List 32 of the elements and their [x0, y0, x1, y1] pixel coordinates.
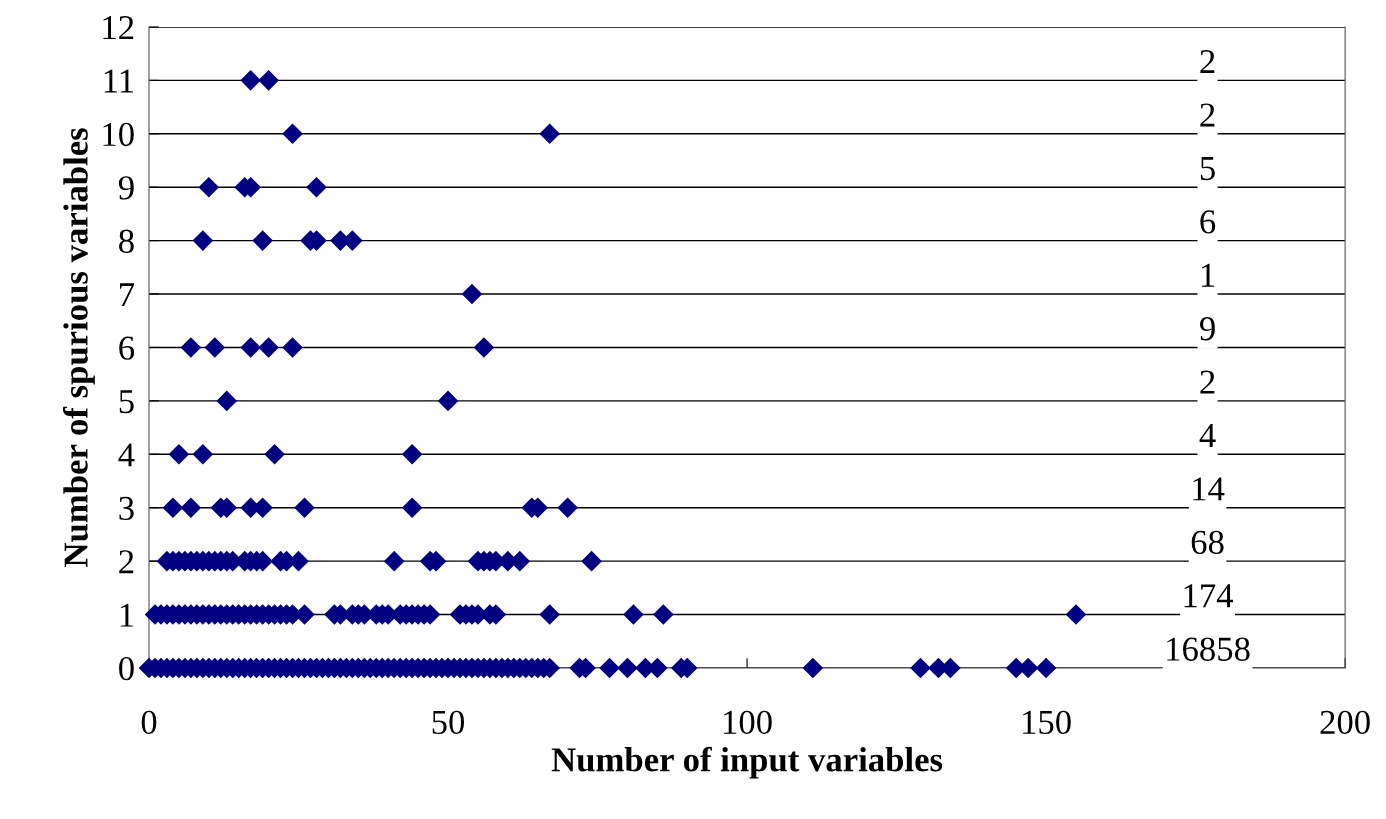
y-tick-label: 1 — [120, 603, 134, 627]
y-tick-label: 8 — [119, 229, 134, 254]
y-tick-label: 3 — [119, 496, 134, 521]
y-tick-label: 4 — [118, 443, 135, 467]
y-tick-label: 11 — [104, 69, 134, 93]
annotation: 68 — [1191, 530, 1224, 555]
y-tick-label: 12 — [103, 16, 134, 39]
y-tick-label: 0 — [119, 656, 134, 681]
annotation: 6 — [1200, 210, 1216, 234]
annotation: 2 — [1200, 103, 1215, 127]
x-tick-label: 200 — [1320, 710, 1370, 735]
annotation: 1 — [1201, 263, 1215, 287]
y-tick-label: 9 — [118, 176, 134, 200]
y-tick-label: 6 — [119, 336, 135, 360]
y-tick-label: 5 — [119, 390, 134, 414]
annotation: 5 — [1200, 157, 1215, 181]
annotation: 14 — [1193, 477, 1225, 501]
annotation: 174 — [1184, 584, 1234, 608]
annotation: 2 — [1200, 370, 1215, 394]
x-tick-label: 100 — [724, 710, 772, 735]
y-axis-title: Number of spurious variables — [62, 128, 95, 567]
annotation: 4 — [1199, 424, 1216, 447]
x-tick-label: 50 — [432, 710, 465, 735]
annotation: 9 — [1200, 317, 1215, 341]
x-tick-label: 0 — [141, 710, 157, 735]
annotation: 16858 — [1167, 637, 1250, 661]
y-tick-label: 7 — [120, 283, 135, 307]
annotation: 2 — [1200, 49, 1215, 73]
x-tick-label: 150 — [1023, 710, 1071, 735]
x-axis-title: Number of input variables — [551, 746, 943, 779]
y-tick-label: 2 — [119, 550, 134, 574]
y-tick-label: 10 — [103, 122, 134, 147]
